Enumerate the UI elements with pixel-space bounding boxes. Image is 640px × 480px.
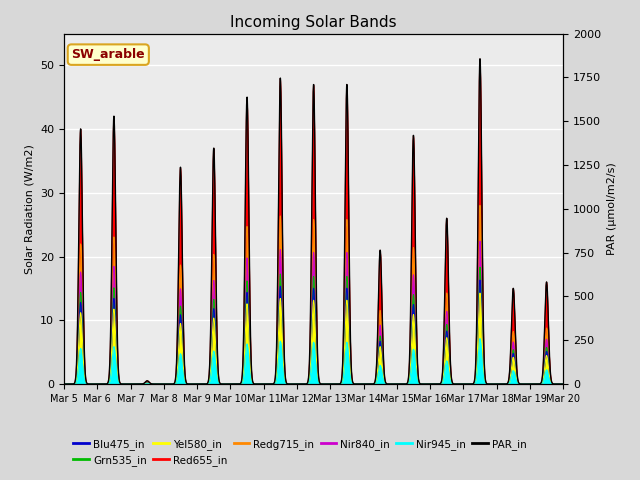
Text: SW_arable: SW_arable — [72, 48, 145, 61]
Y-axis label: Solar Radiation (W/m2): Solar Radiation (W/m2) — [24, 144, 35, 274]
Legend: Blu475_in, Grn535_in, Yel580_in, Red655_in, Redg715_in, Nir840_in, Nir945_in, PA: Blu475_in, Grn535_in, Yel580_in, Red655_… — [69, 435, 531, 470]
Title: Incoming Solar Bands: Incoming Solar Bands — [230, 15, 397, 30]
Y-axis label: PAR (μmol/m2/s): PAR (μmol/m2/s) — [607, 162, 616, 255]
